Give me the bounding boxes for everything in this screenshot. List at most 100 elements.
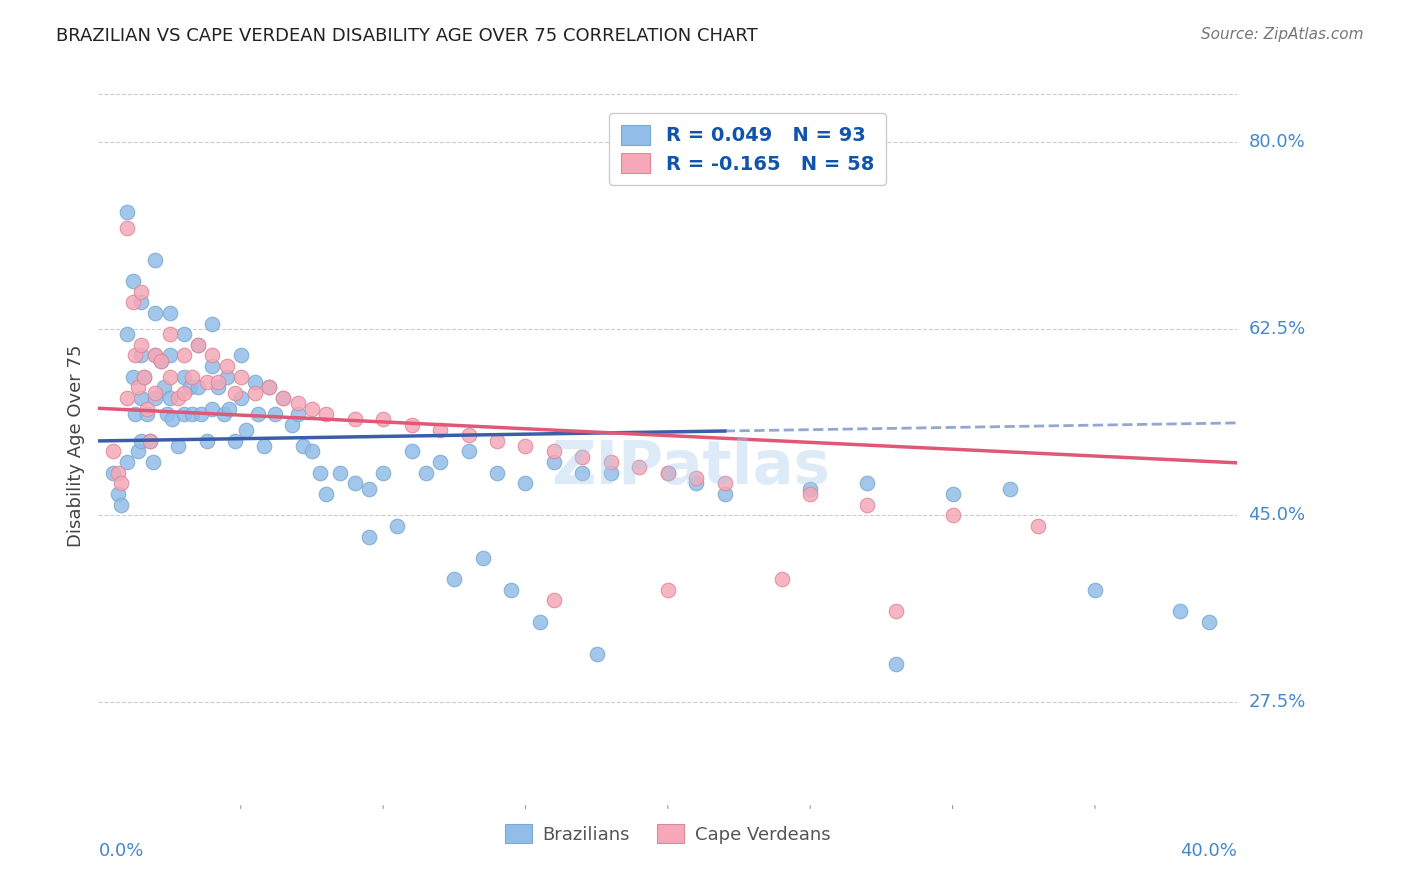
Point — [167, 439, 190, 453]
Point — [127, 380, 149, 394]
Point — [129, 349, 152, 363]
Point — [1170, 604, 1192, 618]
Point — [110, 476, 132, 491]
Point — [129, 338, 152, 352]
Point — [229, 369, 252, 384]
Point — [429, 423, 451, 437]
Point — [115, 391, 138, 405]
Point — [401, 417, 423, 432]
Point — [329, 466, 352, 480]
Point — [357, 529, 380, 543]
Point — [571, 466, 593, 480]
Point — [515, 439, 537, 453]
Text: 80.0%: 80.0% — [1249, 134, 1305, 152]
Text: BRAZILIAN VS CAPE VERDEAN DISABILITY AGE OVER 75 CORRELATION CHART: BRAZILIAN VS CAPE VERDEAN DISABILITY AGE… — [56, 27, 758, 45]
Point — [173, 349, 195, 363]
Point — [471, 550, 494, 565]
Point — [145, 349, 167, 363]
Point — [229, 349, 252, 363]
Point — [115, 455, 138, 469]
Point — [1198, 615, 1220, 629]
Point — [127, 444, 149, 458]
Point — [121, 369, 143, 384]
Point — [121, 274, 143, 288]
Point — [657, 466, 679, 480]
Point — [159, 306, 181, 320]
Point — [173, 327, 195, 342]
Point — [998, 482, 1021, 496]
Point — [115, 204, 138, 219]
Point — [315, 407, 337, 421]
Point — [387, 519, 409, 533]
Point — [543, 444, 565, 458]
Point — [224, 385, 246, 400]
Point — [600, 466, 623, 480]
Point — [101, 444, 124, 458]
Point — [181, 369, 204, 384]
Legend: Brazilians, Cape Verdeans: Brazilians, Cape Verdeans — [498, 817, 838, 851]
Point — [799, 487, 821, 501]
Point — [145, 385, 167, 400]
Point — [273, 391, 295, 405]
Point — [264, 407, 287, 421]
Point — [207, 380, 229, 394]
Point — [201, 359, 224, 373]
Point — [224, 434, 246, 448]
Point — [1084, 582, 1107, 597]
Point — [115, 327, 138, 342]
Point — [486, 466, 509, 480]
Point — [145, 391, 167, 405]
Point — [343, 476, 366, 491]
Point — [259, 380, 281, 394]
Point — [145, 306, 167, 320]
Point — [167, 391, 190, 405]
Point — [153, 380, 176, 394]
Point — [212, 407, 235, 421]
Point — [195, 434, 218, 448]
Point — [543, 455, 565, 469]
Point — [1026, 519, 1049, 533]
Point — [129, 391, 152, 405]
Point — [173, 369, 195, 384]
Point — [301, 444, 323, 458]
Point — [124, 349, 146, 363]
Point — [195, 375, 218, 389]
Point — [179, 380, 201, 394]
Point — [529, 615, 551, 629]
Point — [714, 487, 737, 501]
Point — [856, 498, 879, 512]
Text: 0.0%: 0.0% — [98, 842, 143, 860]
Text: ZIPatlas: ZIPatlas — [551, 438, 830, 497]
Point — [243, 385, 266, 400]
Point — [107, 487, 129, 501]
Point — [373, 412, 395, 426]
Point — [145, 349, 167, 363]
Point — [201, 349, 224, 363]
Point — [401, 444, 423, 458]
Point — [138, 434, 160, 448]
Point — [246, 407, 269, 421]
Point — [243, 375, 266, 389]
Point — [543, 593, 565, 607]
Point — [309, 466, 332, 480]
Point — [315, 487, 337, 501]
Point — [201, 317, 224, 331]
Point — [884, 657, 907, 672]
Point — [373, 466, 395, 480]
Text: Source: ZipAtlas.com: Source: ZipAtlas.com — [1201, 27, 1364, 42]
Point — [107, 466, 129, 480]
Point — [657, 582, 679, 597]
Point — [132, 369, 155, 384]
Point — [657, 466, 679, 480]
Point — [135, 407, 157, 421]
Point — [799, 482, 821, 496]
Text: 40.0%: 40.0% — [1181, 842, 1237, 860]
Point — [159, 369, 181, 384]
Point — [159, 327, 181, 342]
Text: 45.0%: 45.0% — [1249, 507, 1306, 524]
Point — [281, 417, 304, 432]
Point — [141, 455, 163, 469]
Point — [135, 401, 157, 416]
Point — [124, 407, 146, 421]
Point — [150, 353, 173, 368]
